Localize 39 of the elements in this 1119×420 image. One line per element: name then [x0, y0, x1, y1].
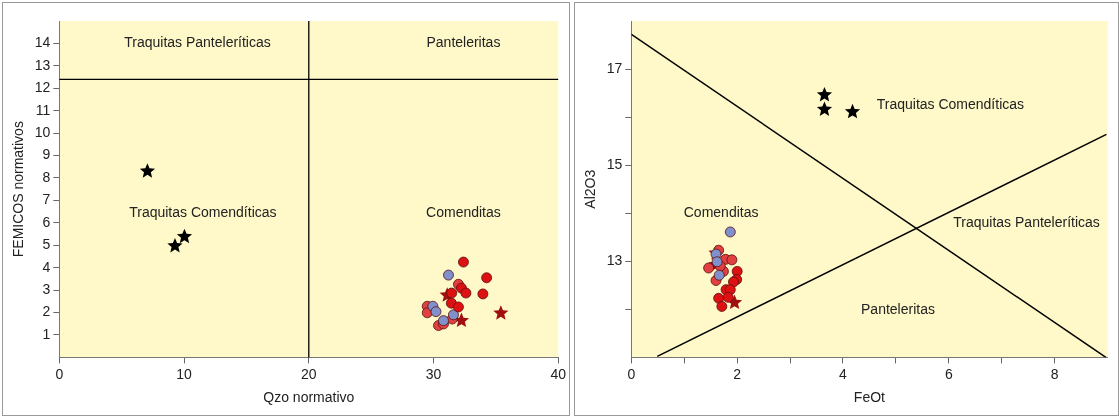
annotation: Panteleritas: [861, 301, 935, 318]
y-axis-title: Al2O3: [582, 169, 599, 209]
annotation: Comenditas: [426, 203, 501, 220]
y-tick-label: 5: [42, 236, 51, 253]
x-tick-label: 10: [176, 365, 193, 382]
x-tick-label: 4: [839, 365, 848, 382]
y-tick-label: 11: [35, 101, 51, 118]
x-axis-title: Qzo normativo: [263, 389, 355, 406]
y-tick-label: 7: [42, 191, 51, 208]
x-tick-label: 0: [55, 365, 64, 382]
x-tick-label: 20: [301, 365, 317, 382]
y-tick-label: 14: [34, 34, 51, 51]
y-tick-label: 3: [42, 280, 51, 297]
annotation: Comenditas: [683, 203, 759, 220]
y-axis-title: FEMICOS normativos: [10, 121, 27, 258]
y-tick-label: 4: [42, 258, 51, 275]
y-tick-label: 9: [42, 146, 51, 163]
y-tick-label: 13: [606, 252, 623, 269]
y-tick-label: 17: [606, 59, 623, 76]
y-tick-label: 15: [606, 156, 623, 173]
y-tick-label: 13: [34, 56, 51, 73]
x-tick-label: 30: [425, 365, 442, 382]
annotation: Panteleritas: [426, 34, 501, 51]
y-tick-label: 12: [34, 79, 51, 96]
y-tick-label: 10: [34, 123, 51, 140]
y-tick-label: 2: [42, 303, 51, 320]
y-tick-label: 6: [42, 213, 51, 230]
x-axis-title: FeOt: [853, 389, 886, 406]
annotation: Traquitas Panteleríticas: [124, 34, 271, 51]
x-tick-label: 8: [1050, 365, 1059, 382]
annotation: Traquitas Comendíticas: [129, 203, 277, 220]
x-tick-label: 6: [944, 365, 953, 382]
x-tick-label: 40: [550, 365, 567, 382]
y-tick-label: 1: [42, 325, 51, 342]
x-tick-label: 2: [733, 365, 742, 382]
annotation: Traquitas Comendíticas: [876, 95, 1025, 112]
y-tick-label: 8: [42, 168, 51, 185]
annotation: Traquitas Panteleríticas: [953, 213, 1100, 230]
x-tick-label: 0: [627, 365, 636, 382]
